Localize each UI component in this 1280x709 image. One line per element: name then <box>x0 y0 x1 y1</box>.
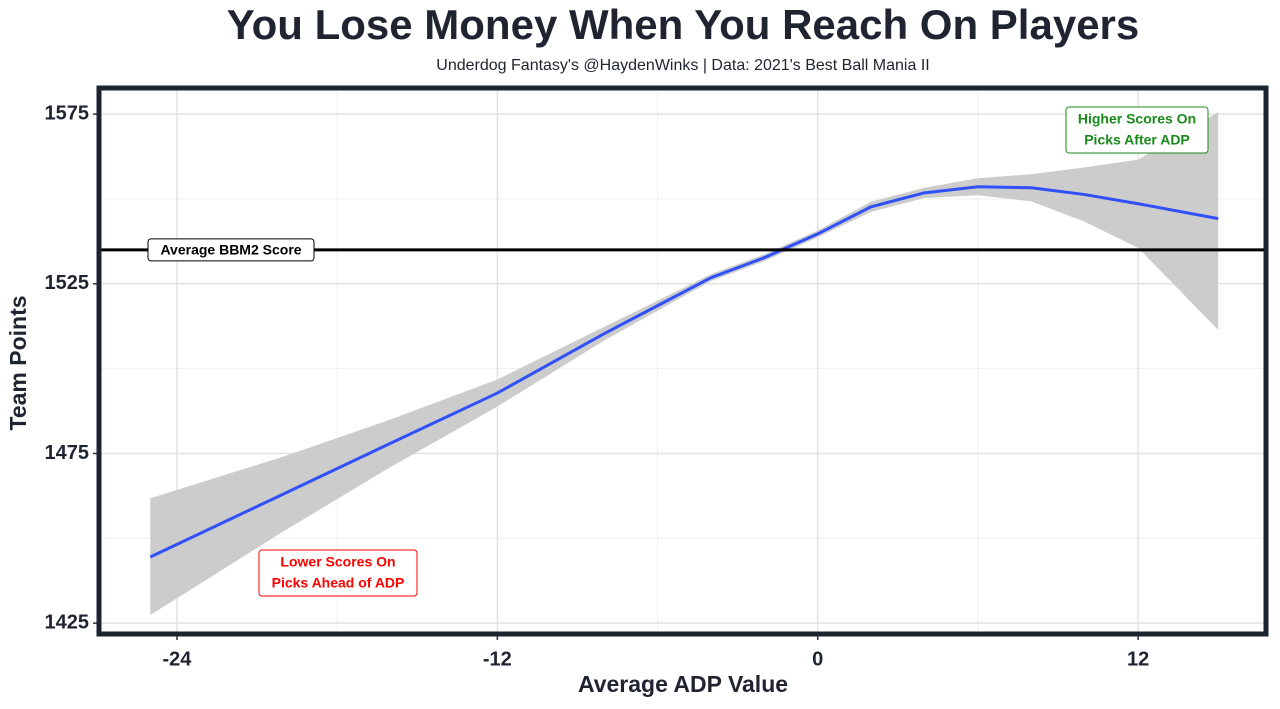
y-axis-title: Team Points <box>5 295 31 430</box>
annotation-text: Picks After ADP <box>1084 132 1190 148</box>
panel-border <box>96 85 1269 637</box>
chart-subtitle: Underdog Fantasy's @HaydenWinks | Data: … <box>436 57 929 74</box>
x-tick-label: 0 <box>812 648 823 670</box>
reference-label-box <box>147 238 315 262</box>
trend-line <box>149 185 1219 559</box>
y-tick-label: 1425 <box>45 611 90 633</box>
x-axis-title: Average ADP Value <box>578 671 788 697</box>
y-tick-label: 1525 <box>45 272 90 294</box>
confidence-band <box>150 112 1219 615</box>
chart-title: You Lose Money When You Reach On Players <box>227 1 1140 48</box>
annotation-box <box>258 549 418 597</box>
reference-label: Average BBM2 Score <box>160 242 301 258</box>
y-tick-label: 1575 <box>45 102 90 124</box>
annotation-text: Lower Scores On <box>280 554 395 570</box>
x-tick-label: -24 <box>163 648 193 670</box>
annotation-text: Higher Scores On <box>1078 111 1196 127</box>
x-tick-label: -12 <box>483 648 512 670</box>
annotation-box <box>1065 106 1209 154</box>
x-tick-label: 12 <box>1127 648 1149 670</box>
y-tick-label: 1475 <box>45 442 90 464</box>
annotation-text: Picks Ahead of ADP <box>272 575 405 591</box>
